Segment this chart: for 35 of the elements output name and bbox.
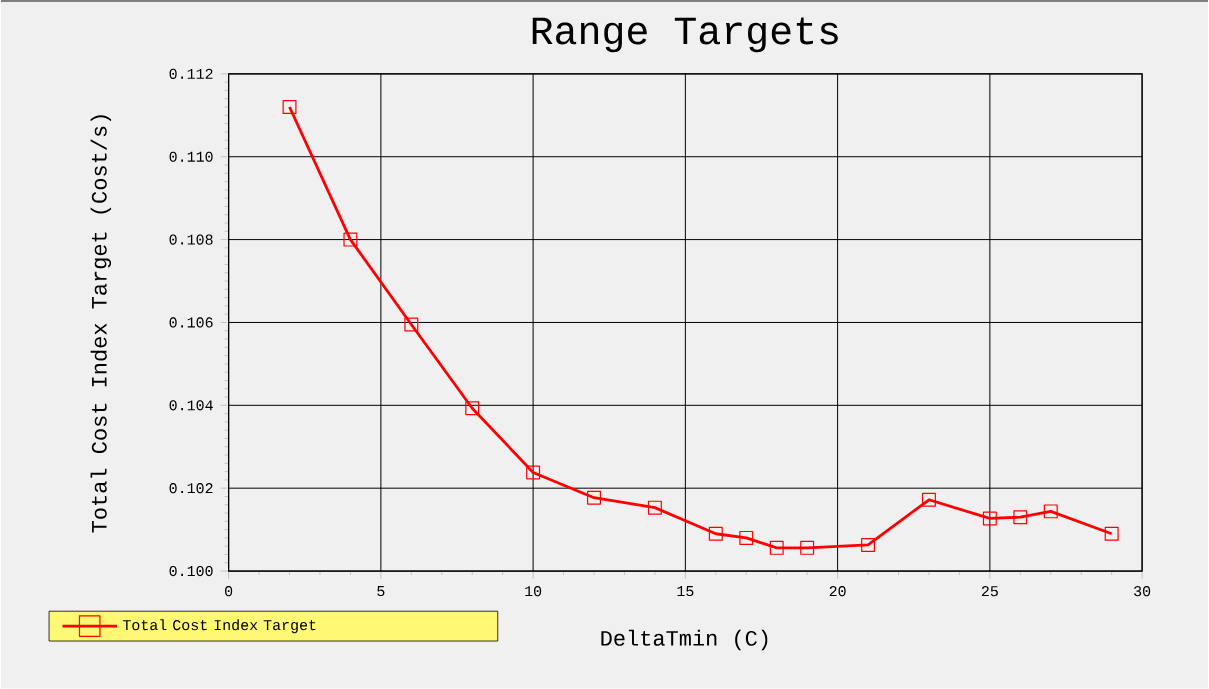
x-axis-title: DeltaTmin (C) bbox=[601, 629, 768, 651]
y-axis-title: Total Cost Index Target (Cost/s) bbox=[90, 115, 112, 533]
point bbox=[526, 465, 541, 480]
y-tick-label: 0.108 bbox=[169, 234, 213, 245]
legend-label: Total Cost Index Target bbox=[122, 619, 316, 634]
point bbox=[861, 538, 876, 553]
x-tick-label: 30 bbox=[1134, 586, 1151, 597]
x-tick-label: 25 bbox=[981, 586, 998, 597]
x-tick-label: 15 bbox=[677, 586, 694, 597]
point bbox=[465, 401, 480, 416]
x-tick-label: 20 bbox=[829, 586, 846, 597]
point bbox=[1104, 526, 1119, 541]
x-tick-label: 5 bbox=[377, 586, 385, 597]
y-tick-label: 0.112 bbox=[169, 68, 213, 80]
chart-title: Range Targets bbox=[532, 17, 838, 53]
point bbox=[800, 540, 815, 555]
y-tick-label: 0.110 bbox=[169, 151, 213, 162]
point bbox=[1043, 504, 1058, 519]
y-tick-label: 0.104 bbox=[169, 400, 213, 411]
x-tick-label: 10 bbox=[525, 586, 542, 597]
y-tick-label: 0.106 bbox=[169, 317, 213, 328]
point bbox=[769, 540, 784, 555]
point bbox=[982, 511, 997, 526]
point bbox=[647, 500, 662, 515]
x-tick-label: 0 bbox=[225, 586, 233, 597]
point bbox=[404, 317, 419, 332]
point bbox=[708, 526, 723, 541]
point bbox=[921, 492, 936, 507]
point bbox=[739, 530, 754, 545]
point bbox=[343, 232, 358, 247]
point bbox=[282, 100, 297, 115]
y-tick-label: 0.102 bbox=[169, 483, 213, 494]
point bbox=[1013, 510, 1028, 525]
point bbox=[587, 490, 602, 505]
y-tick-label: 0.100 bbox=[169, 566, 213, 577]
